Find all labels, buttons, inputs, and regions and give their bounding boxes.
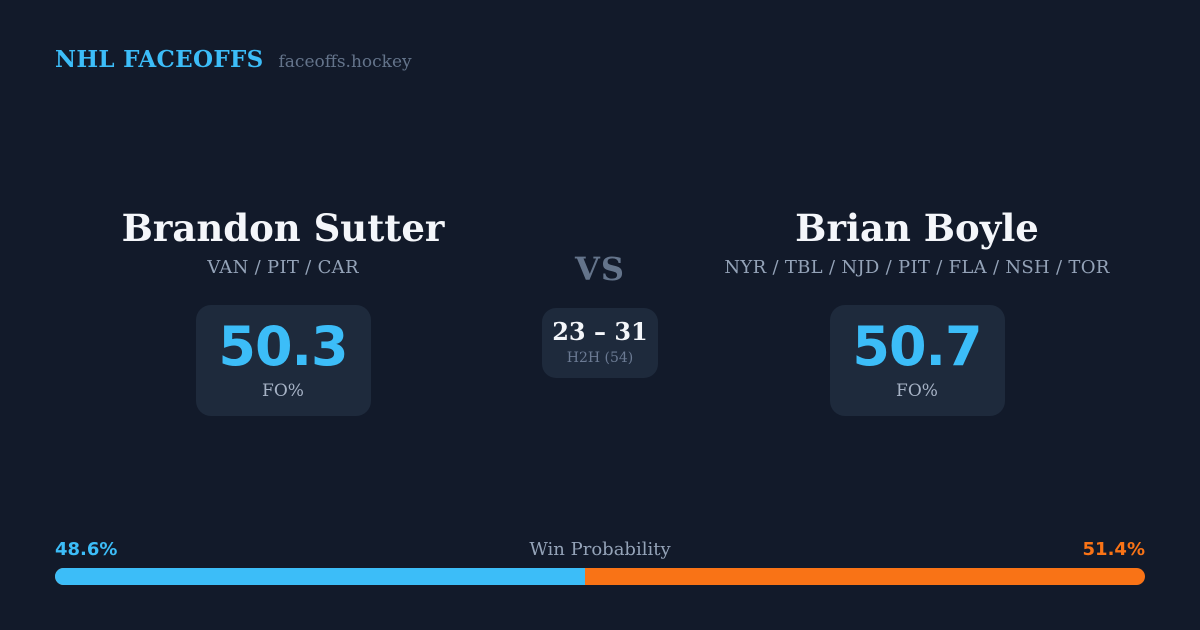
header: NHL FACEOFFS faceoffs.hockey	[55, 46, 412, 73]
win-probability-bar	[55, 567, 1145, 585]
player-teams-right: NYR / TBL / NJD / PIT / FLA / NSH / TOR	[724, 256, 1110, 278]
win-probability-left-pct: 48.6%	[55, 539, 118, 560]
vs-label: VS	[575, 250, 625, 288]
win-probability-section: 48.6% Win Probability 51.4%	[55, 539, 1145, 585]
win-probability-bar-left-segment	[55, 567, 585, 585]
fo-pct-box-left: 50.3 FO%	[195, 304, 371, 416]
player-name-left: Brandon Sutter	[121, 206, 445, 250]
player-name-right: Brian Boyle	[795, 206, 1039, 250]
fo-pct-box-right: 50.7 FO%	[829, 304, 1005, 416]
fo-pct-label-right: FO%	[896, 380, 938, 401]
player-teams-left: VAN / PIT / CAR	[207, 256, 359, 278]
player-panel-left: Brandon Sutter VAN / PIT / CAR 50.3 FO%	[83, 207, 483, 416]
site-domain: faceoffs.hockey	[278, 52, 412, 72]
h2h-score: 23 – 31	[552, 317, 648, 347]
fo-pct-label-left: FO%	[262, 380, 304, 401]
versus-column: VS 23 – 31 H2H (54)	[500, 250, 700, 379]
win-probability-title: Win Probability	[529, 539, 671, 560]
h2h-label: H2H (54)	[566, 350, 634, 367]
brand-logo-text: NHL FACEOFFS	[55, 46, 264, 73]
fo-pct-value-right: 50.7	[852, 314, 982, 378]
fo-pct-value-left: 50.3	[218, 314, 348, 378]
player-panel-right: Brian Boyle NYR / TBL / NJD / PIT / FLA …	[717, 207, 1117, 416]
win-probability-labels: 48.6% Win Probability 51.4%	[55, 539, 1145, 561]
h2h-record-box: 23 – 31 H2H (54)	[542, 308, 658, 379]
win-probability-right-pct: 51.4%	[1082, 539, 1145, 560]
